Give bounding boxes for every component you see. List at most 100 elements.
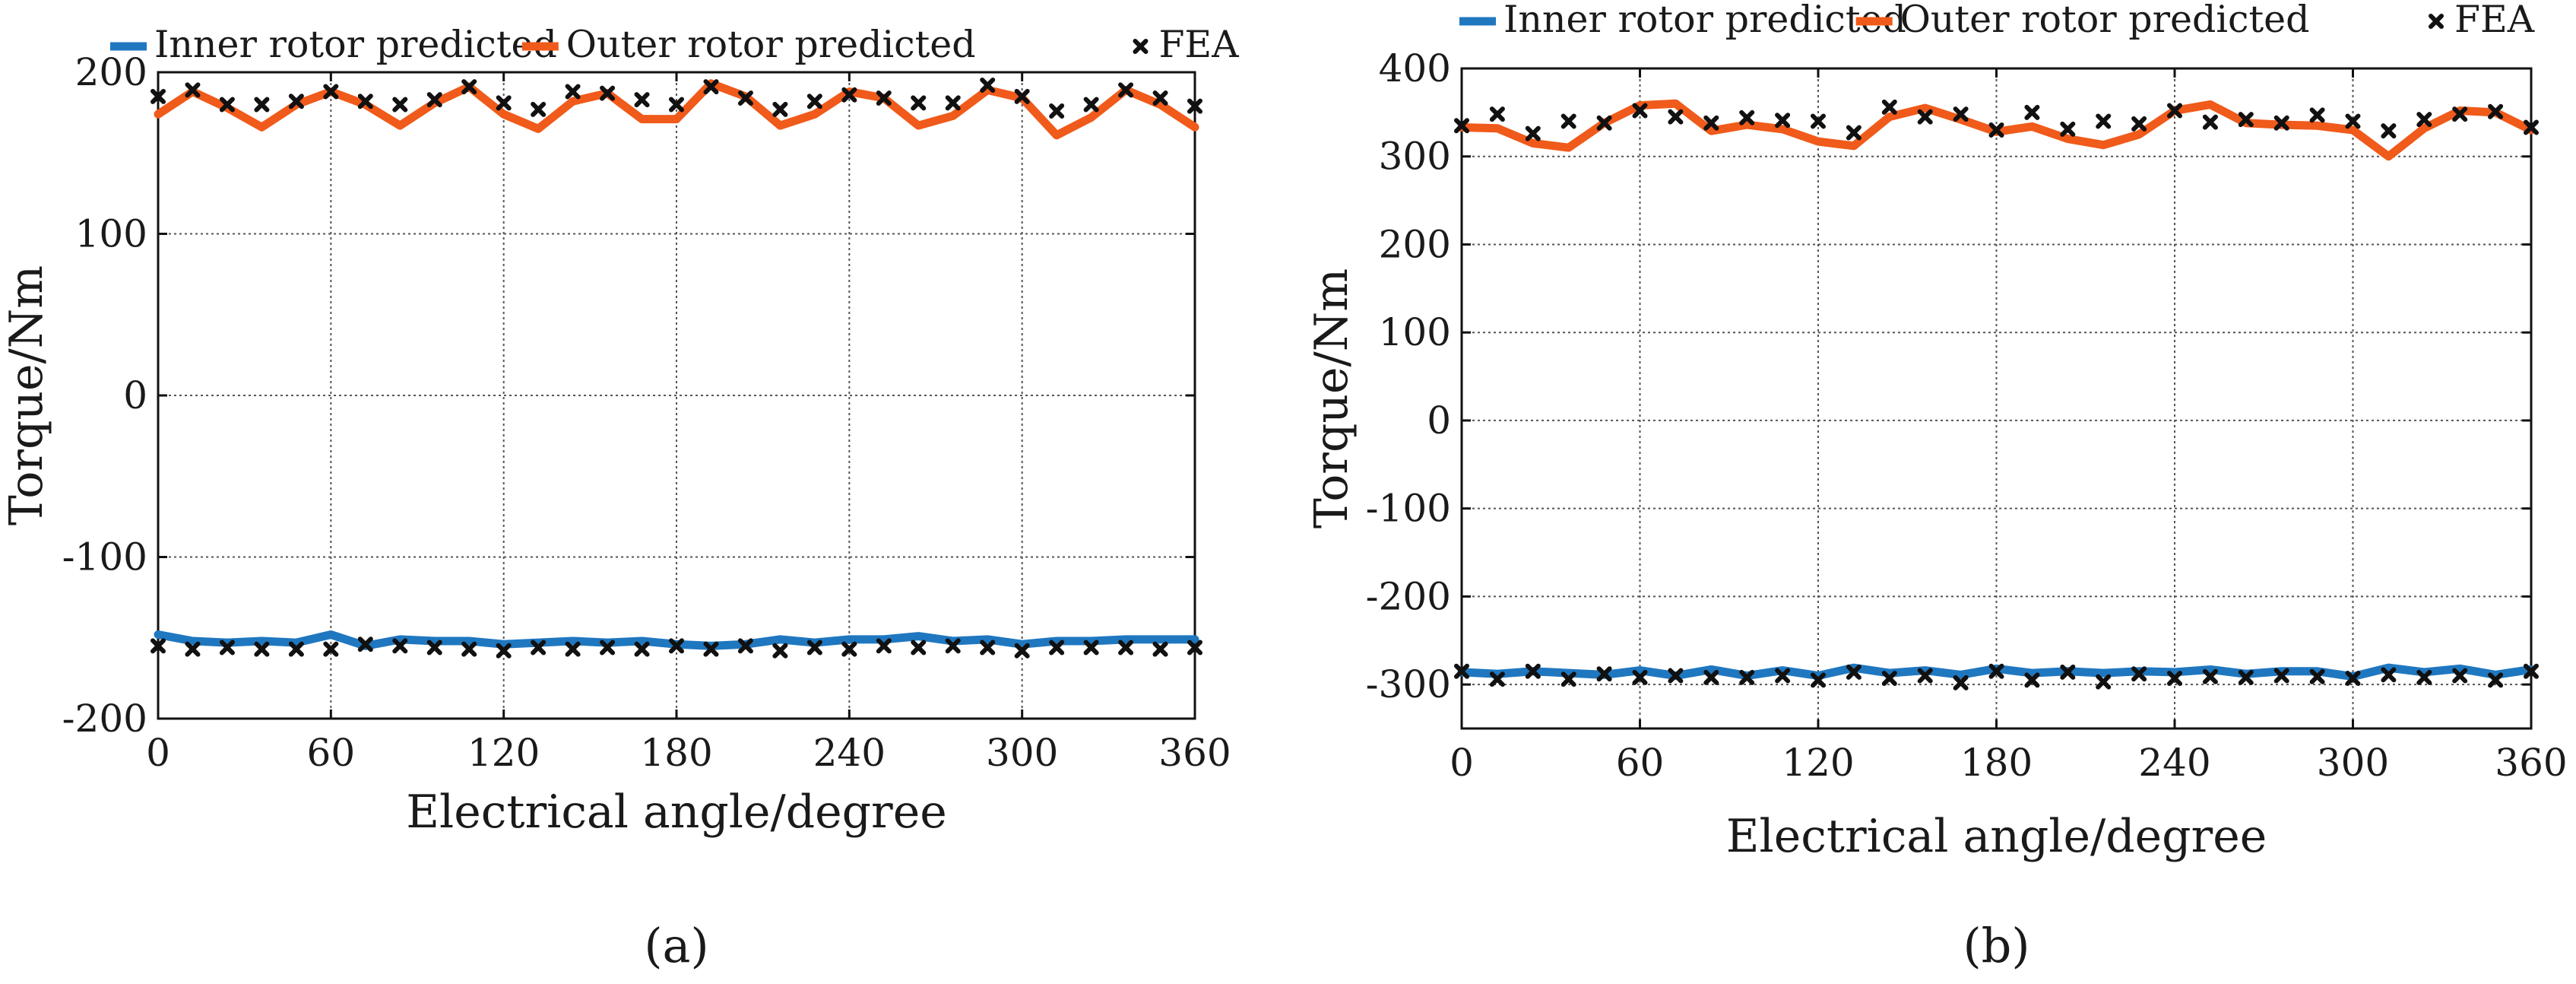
fea-point xyxy=(2273,115,2289,131)
fea-point xyxy=(288,94,304,110)
fea-point xyxy=(1596,115,1612,131)
fea-point xyxy=(2060,121,2076,137)
fea-point xyxy=(1596,666,1612,682)
legend-label: Outer rotor predicted xyxy=(566,23,976,66)
fea-point xyxy=(980,640,996,655)
panel-caption: (a) xyxy=(644,918,708,973)
fea-point xyxy=(600,640,616,655)
fea-point xyxy=(1454,118,1469,134)
fea-point xyxy=(1917,668,1933,684)
fea-point xyxy=(426,92,442,108)
fea-point xyxy=(2131,116,2147,132)
y-tick-label: -200 xyxy=(62,697,147,741)
fea-point xyxy=(1152,90,1168,106)
y-tick-label: -300 xyxy=(1366,662,1451,706)
y-axis-title: Torque/Nm xyxy=(1305,268,1358,529)
y-tick-label: 0 xyxy=(1427,398,1451,443)
fea-point xyxy=(288,641,304,657)
fea-point xyxy=(1049,640,1065,655)
fea-point xyxy=(1881,671,1897,687)
fea-point xyxy=(1988,122,2004,138)
x-tick-label: 180 xyxy=(640,731,712,775)
fea-point xyxy=(1632,103,1648,119)
legend-swatch-marker xyxy=(2429,14,2444,29)
fea-point xyxy=(2060,664,2076,680)
x-tick-label: 300 xyxy=(986,731,1058,775)
x-tick-label: 0 xyxy=(146,731,170,775)
fea-point xyxy=(1489,671,1505,687)
fea-point xyxy=(1083,97,1099,113)
fea-point xyxy=(565,84,581,100)
fea-point xyxy=(1739,110,1755,125)
fea-point xyxy=(806,640,822,655)
fea-point xyxy=(185,82,201,98)
fea-point xyxy=(2524,119,2539,135)
fea-point xyxy=(1668,668,1684,684)
fea-point xyxy=(2416,112,2432,128)
fea-point xyxy=(461,79,477,95)
fea-point xyxy=(2381,123,2397,139)
x-tick-label: 0 xyxy=(1450,741,1474,785)
y-tick-label: 100 xyxy=(1379,310,1451,354)
fea-point xyxy=(1811,113,1826,129)
fea-point xyxy=(2096,674,2112,690)
x-tick-label: 240 xyxy=(813,731,886,775)
fea-point xyxy=(1454,663,1469,679)
y-tick-label: 300 xyxy=(1379,135,1451,179)
x-tick-label: 120 xyxy=(467,731,540,775)
fea-point xyxy=(2202,668,2218,684)
x-tick-label: 60 xyxy=(1616,741,1665,785)
fea-point xyxy=(1560,671,1576,687)
legend-label: Outer rotor predicted xyxy=(1900,0,2310,41)
fea-point xyxy=(876,638,892,654)
legend-label: FEA xyxy=(1158,23,1239,66)
fea-point xyxy=(669,638,684,654)
fea-point xyxy=(634,92,650,108)
fea-point xyxy=(531,640,547,655)
fea-point xyxy=(669,97,684,113)
fea-point xyxy=(703,641,719,657)
fea-point xyxy=(2416,669,2432,685)
fea-point xyxy=(2238,112,2254,128)
fea-point xyxy=(1083,640,1099,655)
y-tick-label: -200 xyxy=(1366,574,1451,618)
fea-point xyxy=(1525,663,1541,679)
x-tick-label: 180 xyxy=(1960,741,2033,785)
fea-point xyxy=(531,101,547,117)
fea-point xyxy=(2024,104,2040,120)
panel-b-chart: 0 60 120 180 240 300 360 -300 -200 -100 0 100 200 300… xyxy=(1305,0,2568,973)
fea-point xyxy=(254,97,270,113)
fea-point xyxy=(357,636,373,652)
fea-point xyxy=(945,638,961,654)
legend-label: FEA xyxy=(2454,0,2535,41)
fea-point xyxy=(841,641,857,657)
y-axis-title: Torque/Nm xyxy=(0,265,53,525)
fea-point xyxy=(1703,115,1719,131)
fea-point xyxy=(600,85,616,101)
fea-point xyxy=(2488,672,2504,688)
x-tick-label: 60 xyxy=(307,731,356,775)
fea-point xyxy=(2167,671,2182,687)
fea-point xyxy=(1152,641,1168,657)
fea-point xyxy=(461,641,477,657)
fea-point xyxy=(254,641,270,657)
legend-label: Inner rotor predicted xyxy=(154,23,557,66)
fea-point xyxy=(2345,113,2361,129)
fea-point xyxy=(2381,667,2397,683)
fea-point xyxy=(357,94,373,110)
fea-point xyxy=(1187,98,1202,114)
fea-point xyxy=(2131,666,2147,682)
y-tick-label: 200 xyxy=(1379,222,1451,266)
legend-label: Inner rotor predicted xyxy=(1503,0,1906,41)
fea-point xyxy=(2452,106,2468,122)
x-tick-label: 360 xyxy=(1158,731,1231,775)
fea-point xyxy=(2524,663,2539,679)
x-axis-title: Electrical angle/degree xyxy=(406,786,946,839)
fea-point xyxy=(841,87,857,103)
fea-point xyxy=(2452,668,2468,684)
fea-point xyxy=(496,643,512,659)
fea-point xyxy=(1560,113,1576,129)
